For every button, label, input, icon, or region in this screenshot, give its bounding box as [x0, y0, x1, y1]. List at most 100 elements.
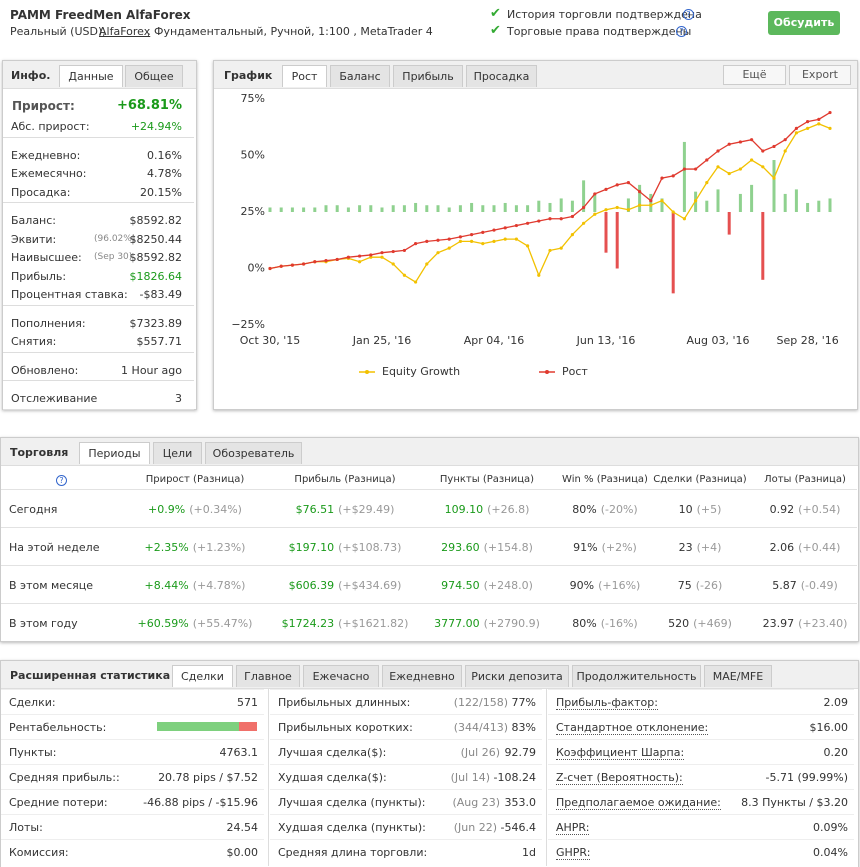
column-header: Сделки (Разница): [653, 474, 747, 485]
verified-text: История торговли подтверждена: [507, 8, 702, 21]
row-label: В этом месяце: [9, 579, 93, 592]
cell: 5.87 (-0.49): [725, 579, 860, 592]
row-separator: [548, 814, 854, 815]
tab[interactable]: Риски депозита: [465, 665, 569, 687]
tab[interactable]: Общее: [125, 65, 183, 87]
tab[interactable]: Прибыль: [393, 65, 463, 87]
legend-dot: [365, 370, 369, 374]
info-label: Отслеживание: [11, 392, 98, 405]
cell-value: 0.92: [769, 503, 795, 516]
separator: [3, 408, 194, 410]
cell-value: 80%: [572, 503, 597, 516]
point: [716, 149, 720, 153]
point: [559, 217, 563, 221]
cell-diff: (+0.34%): [189, 503, 242, 516]
tab[interactable]: Рост: [282, 65, 327, 87]
cell-diff: (+5): [696, 503, 722, 516]
point: [537, 219, 541, 223]
cell-diff: (+26.8): [487, 503, 530, 516]
stat-value: 571: [237, 696, 258, 709]
bar: [290, 207, 294, 212]
row-separator: [270, 839, 542, 840]
gain-label: Прирост:: [12, 99, 75, 113]
tab[interactable]: Цели: [153, 442, 202, 464]
stat-value: -546.4: [500, 821, 536, 834]
help-icon[interactable]: ?: [56, 475, 67, 486]
point: [279, 264, 283, 268]
chart-button[interactable]: Ещё: [723, 65, 786, 85]
help-icon[interactable]: ?: [676, 26, 687, 37]
broker-link[interactable]: AlfaForex: [99, 25, 151, 38]
tab[interactable]: Ежечасно: [303, 665, 379, 687]
cell-diff: (+23.40): [798, 617, 848, 630]
point: [615, 205, 619, 210]
cell-value: $606.39: [288, 579, 335, 592]
cell: $1724.23 (+$1621.82): [265, 617, 425, 630]
row-separator: [548, 689, 854, 690]
info-label: Снятия:: [11, 335, 57, 348]
cell-diff: (+$29.49): [338, 503, 395, 516]
point: [828, 126, 832, 130]
y-tick-label: 25%: [241, 205, 265, 218]
info-value: 1 Hour ago: [121, 363, 182, 377]
bar: [402, 205, 406, 212]
point: [447, 246, 451, 250]
stat-value: -5.71 (99.99%): [765, 771, 848, 784]
row-separator: [270, 714, 542, 715]
stat-value: 83%: [511, 721, 536, 734]
tab[interactable]: MAE/MFE: [704, 665, 772, 687]
point: [626, 208, 630, 212]
row-separator: [1, 739, 264, 740]
help-icon[interactable]: ?: [683, 9, 694, 20]
info-value: $557.71: [136, 335, 183, 348]
point: [794, 126, 799, 130]
point: [828, 110, 832, 115]
cell: 3777.00 (+2790.9): [407, 617, 567, 630]
cell: 80% (-20%): [525, 503, 685, 516]
stat-value: 77%: [511, 696, 536, 709]
bar: [738, 193, 742, 212]
tab[interactable]: Сделки: [172, 665, 233, 687]
cell-value: 293.60: [441, 541, 480, 554]
point: [649, 203, 653, 207]
legend-label: Рост: [562, 365, 588, 378]
bar: [425, 205, 429, 212]
point: [358, 254, 362, 258]
cell-diff: (-16%): [600, 617, 638, 630]
info-value: +24.94%: [130, 120, 182, 133]
stat-label: Коэффициент Шарпа:: [556, 746, 685, 760]
point: [414, 242, 418, 246]
bar: [783, 193, 787, 212]
tab[interactable]: Продолжительность: [572, 665, 701, 687]
point: [302, 262, 306, 266]
tab[interactable]: Данные: [59, 65, 123, 87]
x-tick-label: Aug 03, '16: [687, 334, 750, 347]
cell: 109.10 (+26.8): [407, 503, 567, 516]
tab[interactable]: Главное: [236, 665, 300, 687]
stat-value: -108.24: [493, 771, 536, 784]
cell: $197.10 (+$108.73): [265, 541, 425, 554]
row-separator: [548, 839, 854, 840]
point: [593, 212, 597, 216]
tab[interactable]: Обозреватель: [205, 442, 302, 464]
x-tick-label: Apr 04, '16: [464, 334, 525, 347]
row-separator: [1, 489, 857, 490]
chart-button[interactable]: Export: [789, 65, 851, 85]
verified-text: Торговые права подтверждены: [507, 25, 692, 38]
stat-value: 20.78 pips / $7.52: [158, 771, 258, 784]
cell-value: 520: [668, 617, 690, 630]
discuss-button[interactable]: Обсудить: [768, 11, 840, 35]
tab[interactable]: Ежедневно: [382, 665, 462, 687]
stat-label: Комиссия:: [9, 846, 69, 859]
stat-label: Средняя длина торговли:: [278, 846, 428, 859]
bar: [649, 193, 653, 212]
cell-value: $1724.23: [281, 617, 335, 630]
info-label: Пополнения:: [11, 316, 86, 330]
cell: 974.50 (+248.0): [407, 579, 567, 592]
tab[interactable]: Баланс: [330, 65, 390, 87]
tab[interactable]: Периоды: [79, 442, 150, 464]
point: [570, 233, 574, 237]
bar: [514, 205, 518, 212]
tab[interactable]: Просадка: [466, 65, 537, 87]
stat-label: Прибыльных коротких:: [278, 721, 413, 734]
